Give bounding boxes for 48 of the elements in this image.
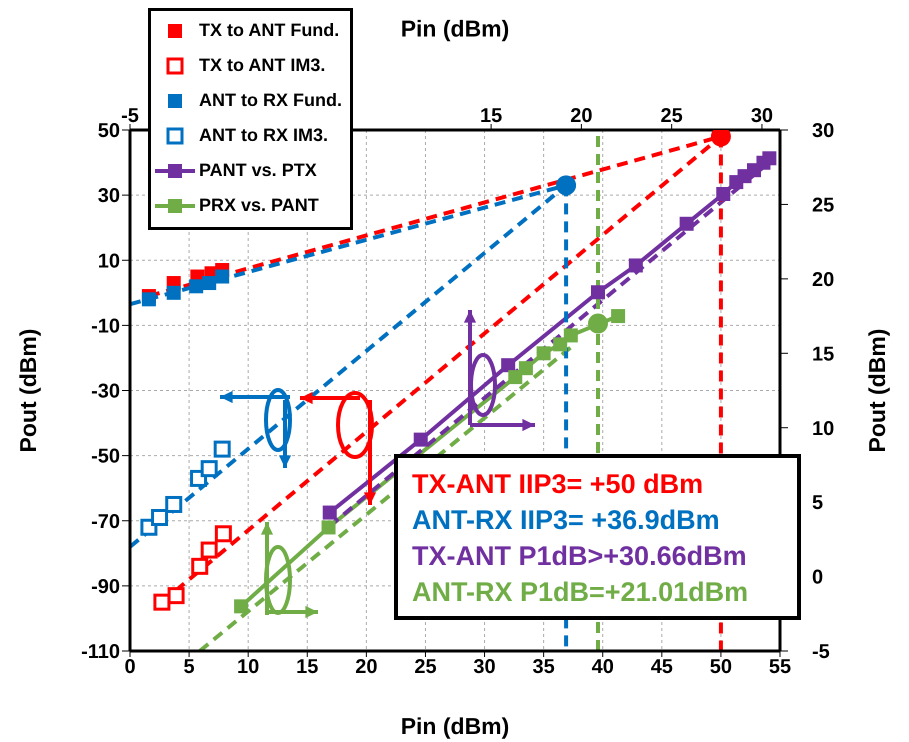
x-tick-label: 15: [296, 656, 318, 678]
y-tick-label: 50: [98, 120, 120, 142]
annotation: TX-ANT IIP3= +50 dBm: [412, 468, 704, 501]
x2-axis-title: Pin (dBm): [400, 15, 510, 42]
x-tick-label: 20: [355, 656, 378, 678]
legend-label: TX to ANT IM3.: [199, 55, 326, 76]
y2-tick-label: 30: [812, 120, 834, 142]
x2-tick-label: -5: [121, 105, 139, 127]
x2-tick-label: 30: [750, 105, 774, 127]
annotation: ANT-RX IIP3= +36.9dBm: [412, 504, 721, 537]
y-axis-title: Pout (dBm): [15, 328, 42, 452]
annotation: TX-ANT P1dB>+30.66dBm: [412, 540, 748, 573]
legend-label: PRX vs. PANT: [199, 195, 319, 216]
x-tick-label: 25: [414, 656, 437, 678]
legend-label: PANT vs. PTX: [199, 160, 317, 181]
y-tick-label: -70: [91, 510, 120, 533]
y-tick-label: -30: [91, 380, 120, 403]
x-tick-label: 50: [710, 656, 732, 678]
y-tick-label: -110: [81, 641, 120, 664]
x-tick-label: 10: [237, 656, 260, 678]
legend-label: ANT to RX IM3.: [199, 125, 328, 146]
y-tick-label: -50: [91, 446, 120, 468]
y2-axis-title: Pout (dBm): [864, 328, 890, 452]
y-tick-label: 30: [98, 185, 120, 208]
y-tick-label: -90: [91, 576, 120, 598]
y2-tick-label: 15: [812, 343, 834, 366]
x-tick-label: 45: [650, 656, 673, 678]
annotation: ANT-RX P1dB=+21.01dBm: [412, 576, 750, 609]
x2-tick-label: 25: [660, 105, 683, 127]
y2-tick-label: 10: [812, 418, 834, 440]
x-tick-label: 40: [592, 656, 614, 678]
y-tick-label: -10: [91, 315, 120, 338]
legend-label: ANT to RX Fund.: [199, 90, 342, 111]
y2-tick-label: 20: [812, 268, 834, 291]
y2-tick-label: 0: [812, 566, 824, 589]
legend-label: TX to ANT Fund.: [199, 20, 340, 41]
x2-tick-label: 15: [480, 105, 502, 127]
x-tick-label: 30: [473, 656, 496, 678]
y2-tick-label: 25: [812, 194, 834, 217]
y-tick-label: 10: [98, 250, 120, 272]
y2-tick-label: 5: [812, 492, 824, 514]
x-axis-title: Pin (dBm): [400, 713, 510, 739]
x2-tick-label: 20: [570, 105, 593, 127]
y2-tick-label: -5: [812, 641, 830, 664]
x-tick-label: 35: [532, 656, 555, 678]
x-tick-label: 55: [768, 656, 792, 678]
x-tick-label: 5: [184, 656, 195, 678]
x-tick-label: 0: [124, 656, 136, 678]
